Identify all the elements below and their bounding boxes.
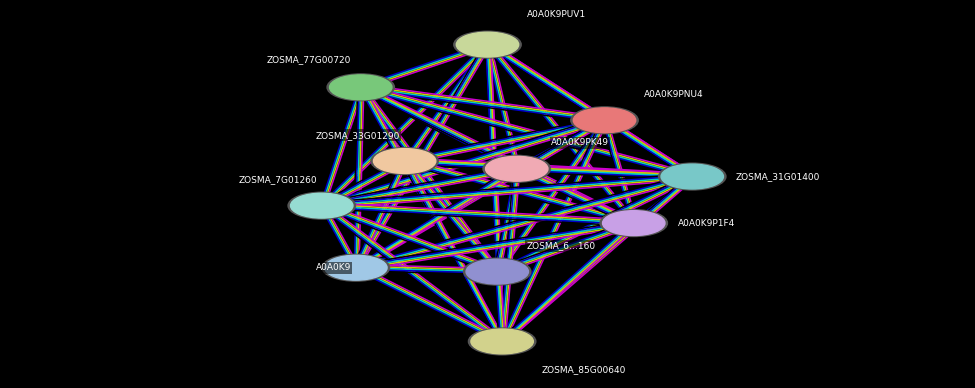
Circle shape [453, 31, 522, 58]
Circle shape [322, 254, 390, 281]
Text: ZOSMA_6…160: ZOSMA_6…160 [526, 241, 596, 250]
Text: A0A0K9: A0A0K9 [316, 263, 351, 272]
Circle shape [330, 75, 392, 100]
Circle shape [456, 32, 519, 57]
Text: A0A0K9PNU4: A0A0K9PNU4 [644, 90, 703, 99]
Circle shape [600, 210, 668, 237]
Text: ZOSMA_77G00720: ZOSMA_77G00720 [266, 55, 351, 64]
Circle shape [466, 259, 528, 284]
Circle shape [463, 258, 531, 285]
Circle shape [373, 149, 436, 173]
Text: A0A0K9PUV1: A0A0K9PUV1 [526, 10, 586, 19]
Circle shape [468, 328, 536, 355]
Text: A0A0K9P1F4: A0A0K9P1F4 [678, 218, 735, 228]
Circle shape [325, 255, 387, 280]
Circle shape [483, 155, 551, 182]
Text: ZOSMA_31G01400: ZOSMA_31G01400 [736, 172, 821, 181]
Text: ZOSMA_33G01290: ZOSMA_33G01290 [315, 131, 400, 140]
Circle shape [658, 163, 726, 190]
Circle shape [288, 192, 356, 219]
Circle shape [471, 329, 533, 354]
Circle shape [291, 193, 353, 218]
Text: ZOSMA_7G01260: ZOSMA_7G01260 [238, 175, 317, 184]
Circle shape [570, 107, 639, 134]
Circle shape [573, 108, 636, 133]
Circle shape [661, 164, 723, 189]
Text: A0A0K9PK49: A0A0K9PK49 [551, 139, 608, 147]
Circle shape [486, 156, 548, 181]
Circle shape [370, 147, 439, 175]
Circle shape [603, 211, 665, 236]
Circle shape [327, 74, 395, 101]
Text: ZOSMA_85G00640: ZOSMA_85G00640 [541, 365, 626, 374]
